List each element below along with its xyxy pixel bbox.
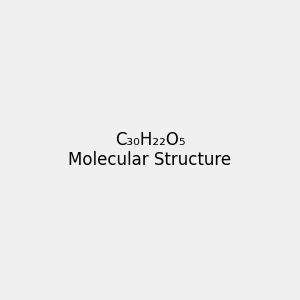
- Text: C₃₀H₂₂O₅
Molecular Structure: C₃₀H₂₂O₅ Molecular Structure: [68, 130, 232, 170]
